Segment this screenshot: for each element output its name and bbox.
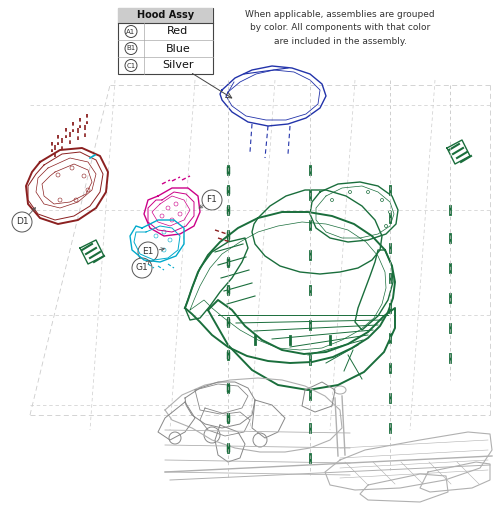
Bar (118, 8, 213, 74)
Text: Silver: Silver (162, 61, 194, 71)
Bar (118, 8, 213, 23)
Circle shape (330, 199, 334, 201)
Text: E1: E1 (142, 247, 154, 256)
Circle shape (380, 199, 384, 201)
Text: Blue: Blue (166, 43, 190, 53)
Text: When applicable, assemblies are grouped
by color. All components with that color: When applicable, assemblies are grouped … (245, 10, 435, 46)
Circle shape (125, 60, 137, 72)
Circle shape (348, 190, 352, 194)
Text: B1: B1 (126, 46, 136, 51)
Circle shape (138, 242, 158, 262)
Circle shape (125, 42, 137, 54)
Text: D1: D1 (16, 218, 28, 226)
Text: Hood Assy: Hood Assy (137, 10, 194, 20)
Circle shape (366, 190, 370, 194)
Text: F1: F1 (206, 196, 218, 204)
Circle shape (384, 224, 388, 228)
Circle shape (202, 190, 222, 210)
Text: Red: Red (168, 27, 188, 37)
Circle shape (12, 212, 32, 232)
Circle shape (388, 210, 392, 213)
Text: G1: G1 (136, 264, 148, 272)
Circle shape (132, 258, 152, 278)
Text: A1: A1 (126, 28, 136, 35)
Circle shape (125, 26, 137, 38)
Text: C1: C1 (126, 63, 136, 69)
